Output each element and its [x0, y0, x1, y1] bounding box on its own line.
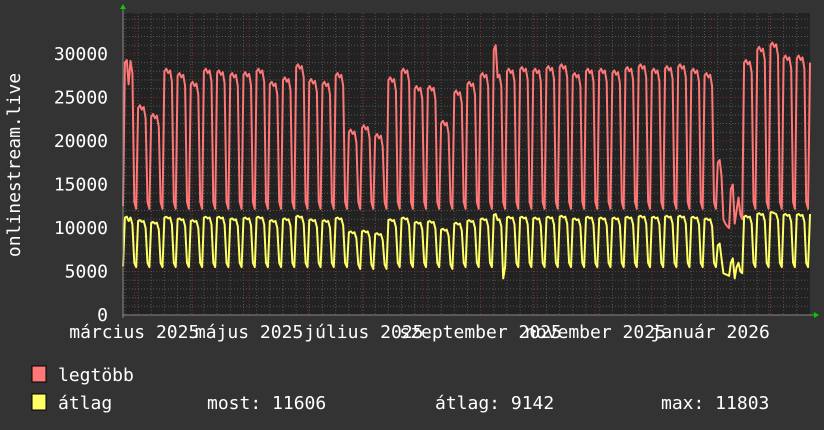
- y-tick-label: 25000: [54, 87, 108, 108]
- series-line-atlag: [122, 211, 811, 280]
- legend-label-legtobb: legtöbb: [58, 365, 134, 386]
- y-tick-label: 30000: [54, 44, 108, 65]
- x-tick-label: március 2025: [69, 322, 199, 343]
- stat-most: most: 11606: [207, 393, 326, 414]
- x-tick-label: január 2026: [651, 322, 770, 343]
- y-tick-label: 0: [97, 305, 108, 326]
- y-tick-label: 10000: [54, 218, 108, 239]
- stat-max: max: 11803: [661, 393, 769, 414]
- axes: [120, 4, 819, 318]
- legend-swatch-atlag: [31, 393, 47, 411]
- x-tick-label: november 2025: [525, 322, 666, 343]
- y-axis-arrow-icon: [120, 4, 126, 9]
- series-line-legtobb: [122, 41, 811, 229]
- x-tick-label: május 2025: [195, 322, 303, 343]
- y-tick-label: 20000: [54, 131, 108, 152]
- legend-label-atlag: átlag: [58, 393, 112, 414]
- x-tick-label: szeptember 2025: [399, 322, 562, 343]
- y-tick-labels: 0 5000 10000 15000 20000 25000 30000: [54, 44, 108, 326]
- x-axis-arrow-icon: [814, 312, 819, 318]
- series-layer: [122, 41, 811, 280]
- legend-swatch-legtobb: [31, 365, 47, 383]
- stat-atlag: átlag: 9142: [435, 393, 554, 414]
- y-axis-label: onlinestream.live: [4, 73, 25, 257]
- y-tick-label: 5000: [65, 261, 108, 282]
- y-tick-label: 15000: [54, 174, 108, 195]
- x-tick-label: július 2025: [304, 322, 423, 343]
